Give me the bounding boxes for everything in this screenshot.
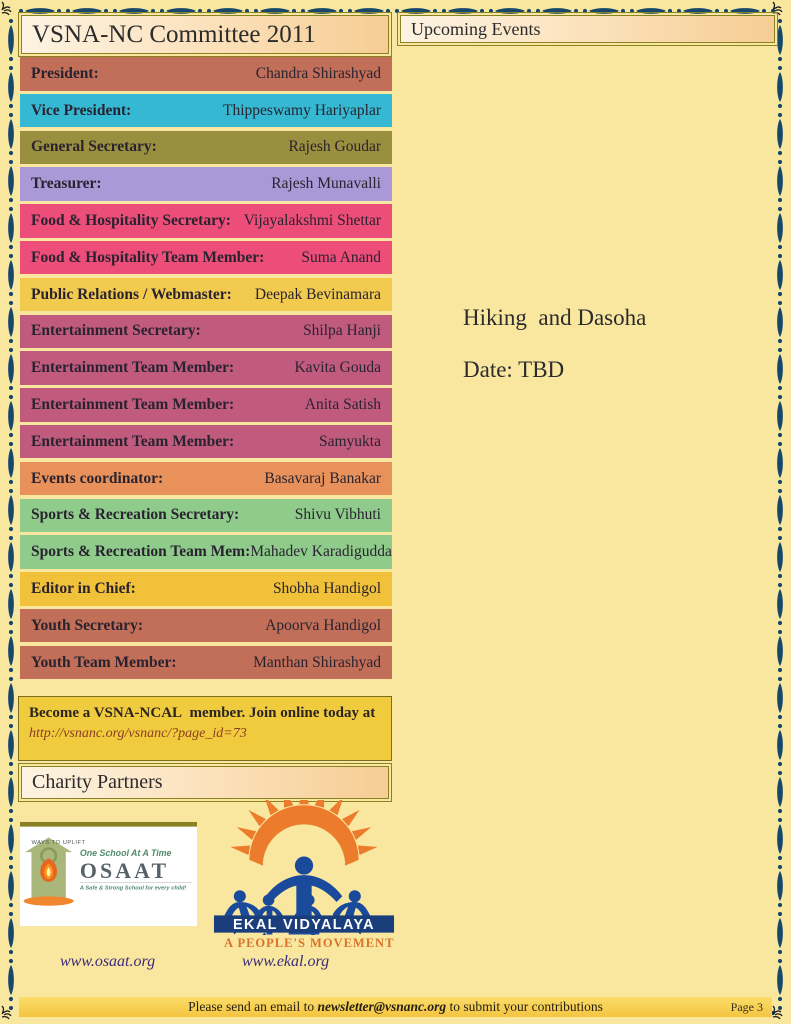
svg-text:WAYS TO UPLIFT: WAYS TO UPLIFT (31, 840, 85, 846)
svg-text:One School At A Time: One School At A Time (80, 848, 172, 858)
svg-text:EKAL VIDYALAYA: EKAL VIDYALAYA (233, 917, 375, 933)
svg-text:A Safe & Strong School for eve: A Safe & Strong School for every child! (79, 886, 187, 892)
svg-text:OSAAT: OSAAT (80, 859, 169, 883)
